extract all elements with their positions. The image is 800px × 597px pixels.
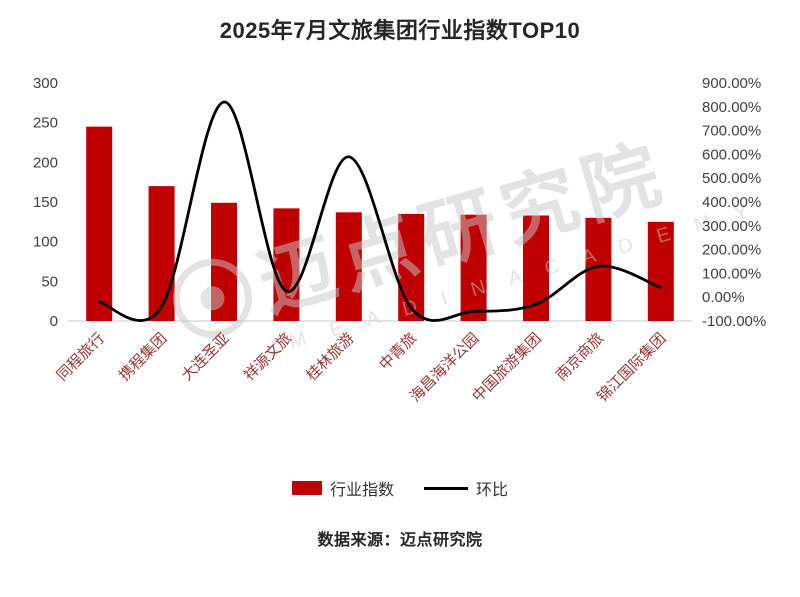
right-axis-tick-label: 600.00% [702,146,761,163]
legend: 行业指数 环比 [0,476,800,500]
bar [148,186,175,321]
category-label: 携程集团 [116,330,170,384]
line-swatch-icon [424,486,468,490]
bar [273,208,300,321]
bar [335,212,362,321]
right-axis-tick-label: 400.00% [702,194,761,211]
category-label: 大连圣亚 [178,330,232,384]
left-axis-tick-label: 300 [33,75,58,92]
right-axis-tick-label: 0.00% [702,289,745,306]
watermark-logo-dot-icon [200,286,225,311]
bar [86,126,113,321]
left-axis-tick-label: 250 [33,115,58,132]
legend-item-line: 环比 [424,476,508,500]
left-axis-tick-label: 200 [33,154,58,171]
legend-label-bar: 行业指数 [329,482,394,499]
watermark-logo-icon [172,258,252,338]
right-axis-tick-label: 500.00% [702,170,761,187]
right-axis-tick-label: 800.00% [702,99,761,116]
chart-title: 2025年7月文旅集团行业指数TOP10 [219,18,581,43]
bar [647,221,674,321]
legend-item-bar: 行业指数 [291,476,394,500]
trend-line [97,100,663,322]
category-label: 南京商旅 [553,330,607,384]
left-axis-tick-label: 50 [41,273,58,290]
left-axis-tick-label: 100 [33,234,58,251]
right-axis-tick-label: 300.00% [702,218,761,235]
category-label: 同程旅行 [54,330,108,384]
bar-swatch-icon [291,481,322,495]
category-label: 祥源文旅 [241,330,295,384]
chart-page: 2025年7月文旅集团行业指数TOP10 迈点研究院 M E A D I N A … [0,16,800,597]
data-source: 数据来源：迈点研究院 [317,532,483,549]
chart-area: 迈点研究院 M E A D I N A C A D E M Y 0 50 100 150 2… [0,48,800,448]
left-axis-tick-label: 150 [33,194,58,211]
legend-label-line: 环比 [476,482,509,499]
right-axis-tick-label: 100.00% [702,265,761,282]
right-axis-tick-label: 700.00% [702,123,761,140]
right-axis-tick-label: 200.00% [702,242,761,259]
bar [460,214,487,321]
category-label: 中青旅 [376,330,420,374]
left-axis-tick-label: 0 [50,313,58,330]
right-axis-tick-label: 900.00% [702,75,761,92]
right-axis-tick-label: -100.00% [702,313,766,330]
bar [398,213,425,321]
